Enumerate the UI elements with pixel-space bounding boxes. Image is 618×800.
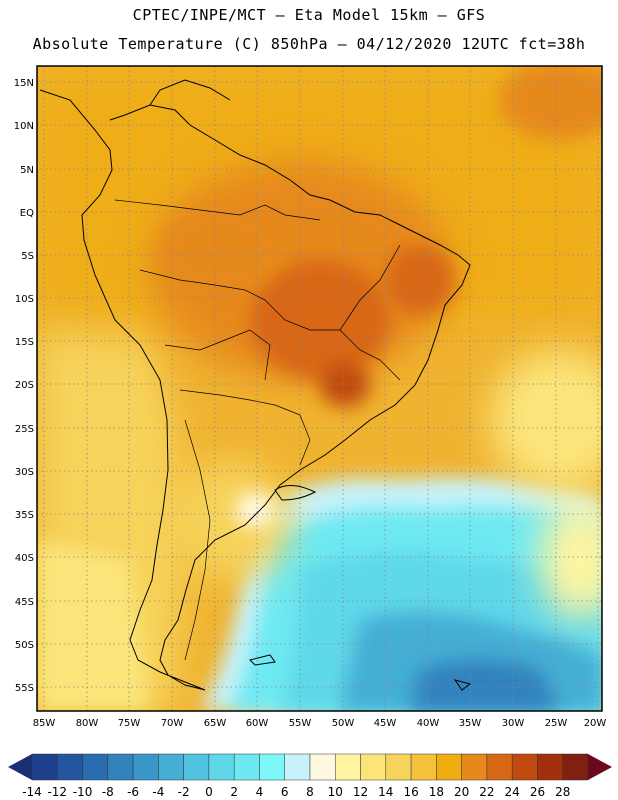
colorbar-tick-label: 4 bbox=[256, 785, 264, 799]
lat-tick-label: 5S bbox=[21, 251, 34, 262]
colorbar-swatch bbox=[385, 753, 412, 781]
colorbar-swatch bbox=[511, 753, 538, 781]
colorbar-tick-label: 10 bbox=[328, 785, 343, 799]
colorbar-tick-label: 6 bbox=[281, 785, 289, 799]
colorbar-swatch bbox=[309, 753, 336, 781]
lon-tick-label: 30W bbox=[502, 718, 525, 729]
colorbar-swatch bbox=[208, 753, 235, 781]
colorbar-tick-label: 16 bbox=[403, 785, 418, 799]
lat-tick-label: 40S bbox=[15, 553, 34, 564]
colorbar-swatch bbox=[183, 753, 210, 781]
colorbar-tick-label: -4 bbox=[152, 785, 164, 799]
lon-tick-label: 40W bbox=[417, 718, 440, 729]
colorbar-swatch bbox=[233, 753, 260, 781]
lon-tick-label: 85W bbox=[33, 718, 56, 729]
colorbar-tick-label: 12 bbox=[353, 785, 368, 799]
colorbar-tick-label: -8 bbox=[102, 785, 114, 799]
colorbar-swatch bbox=[562, 753, 589, 781]
colorbar-swatch bbox=[82, 753, 109, 781]
lat-tick-label: EQ bbox=[20, 208, 34, 219]
colorbar-tick-label: -6 bbox=[127, 785, 139, 799]
lat-tick-label: 45S bbox=[15, 597, 34, 608]
lat-tick-label: 55S bbox=[15, 683, 34, 694]
colorbar-tick-label: 20 bbox=[454, 785, 469, 799]
lon-tick-label: 35W bbox=[459, 718, 482, 729]
lon-tick-label: 20W bbox=[584, 718, 607, 729]
colorbar-swatch bbox=[57, 753, 83, 781]
colorbar-swatch bbox=[259, 753, 285, 781]
colorbar-swatch bbox=[107, 753, 134, 781]
lon-tick-label: 50W bbox=[332, 718, 355, 729]
colorbar-swatch bbox=[132, 753, 159, 781]
chart-title-line1: CPTEC/INPE/MCT – Eta Model 15km – GFS bbox=[132, 6, 486, 24]
colorbar-swatch bbox=[461, 753, 488, 781]
colorbar-tick-label: -2 bbox=[178, 785, 190, 799]
lon-tick-label: 75W bbox=[118, 718, 141, 729]
lat-tick-label: 10S bbox=[15, 294, 34, 305]
lat-tick-label: 25S bbox=[15, 424, 34, 435]
lat-tick-label: 30S bbox=[15, 467, 34, 478]
coastline bbox=[39, 79, 472, 691]
colorbar-swatch bbox=[537, 753, 563, 781]
lat-tick-label: 5N bbox=[20, 165, 34, 176]
colorbar-swatch bbox=[335, 753, 361, 781]
colorbar-swatch bbox=[486, 753, 513, 781]
map-frame bbox=[36, 65, 603, 712]
colorbar: -14 -12 -10 -8 -6 -4 -2 0 2 4 6 8 10 12 14 16 18 20 22 24 26… bbox=[8, 753, 612, 799]
colorbar-tick-label: 2 bbox=[230, 785, 238, 799]
colorbar-swatch bbox=[158, 753, 184, 781]
colorbar-tick-label: 0 bbox=[205, 785, 213, 799]
longitude-axis: 85W 80W 75W 70W 65W 60W 55W 50W 45W 40W … bbox=[33, 718, 607, 729]
lat-tick-label: 15N bbox=[14, 78, 34, 89]
colorbar-tick-label: 24 bbox=[505, 785, 520, 799]
lon-tick-label: 55W bbox=[289, 718, 312, 729]
colorbar-swatch bbox=[360, 753, 387, 781]
colorbar-swatch bbox=[284, 753, 311, 781]
colorbar-under-arrow bbox=[8, 754, 32, 780]
country-borders bbox=[114, 199, 401, 661]
lat-tick-label: 20S bbox=[15, 380, 34, 391]
colorbar-tick-label: -10 bbox=[73, 785, 93, 799]
lat-tick-label: 50S bbox=[15, 640, 34, 651]
chart-title-line2: Absolute Temperature (C) 850hPa – 04/12/… bbox=[32, 35, 586, 53]
colorbar-tick-label: 14 bbox=[378, 785, 393, 799]
colorbar-tick-label: -12 bbox=[47, 785, 67, 799]
lon-tick-label: 65W bbox=[204, 718, 227, 729]
lon-tick-label: 45W bbox=[374, 718, 397, 729]
colorbar-tick-label: 8 bbox=[306, 785, 314, 799]
colorbar-tick-label: 18 bbox=[429, 785, 444, 799]
lat-tick-label: 10N bbox=[14, 121, 34, 132]
lat-tick-label: 35S bbox=[15, 510, 34, 521]
lon-tick-label: 25W bbox=[545, 718, 568, 729]
lon-tick-label: 70W bbox=[161, 718, 184, 729]
colorbar-tick-label: 26 bbox=[530, 785, 545, 799]
colorbar-tick-label: 22 bbox=[479, 785, 494, 799]
colorbar-over-arrow bbox=[588, 754, 612, 780]
colorbar-swatch bbox=[436, 753, 462, 781]
colorbar-swatch bbox=[410, 753, 437, 781]
latitude-axis: 15N 10N 5N EQ 5S 10S 15S 20S 25S 30S 35S… bbox=[14, 78, 34, 694]
colorbar-tick-label: -14 bbox=[22, 785, 42, 799]
colorbar-tick-label: 28 bbox=[555, 785, 570, 799]
lat-tick-label: 15S bbox=[15, 337, 34, 348]
lon-tick-label: 60W bbox=[246, 718, 269, 729]
lon-tick-label: 80W bbox=[76, 718, 99, 729]
temperature-field bbox=[37, 66, 602, 711]
colorbar-swatch bbox=[31, 753, 58, 781]
